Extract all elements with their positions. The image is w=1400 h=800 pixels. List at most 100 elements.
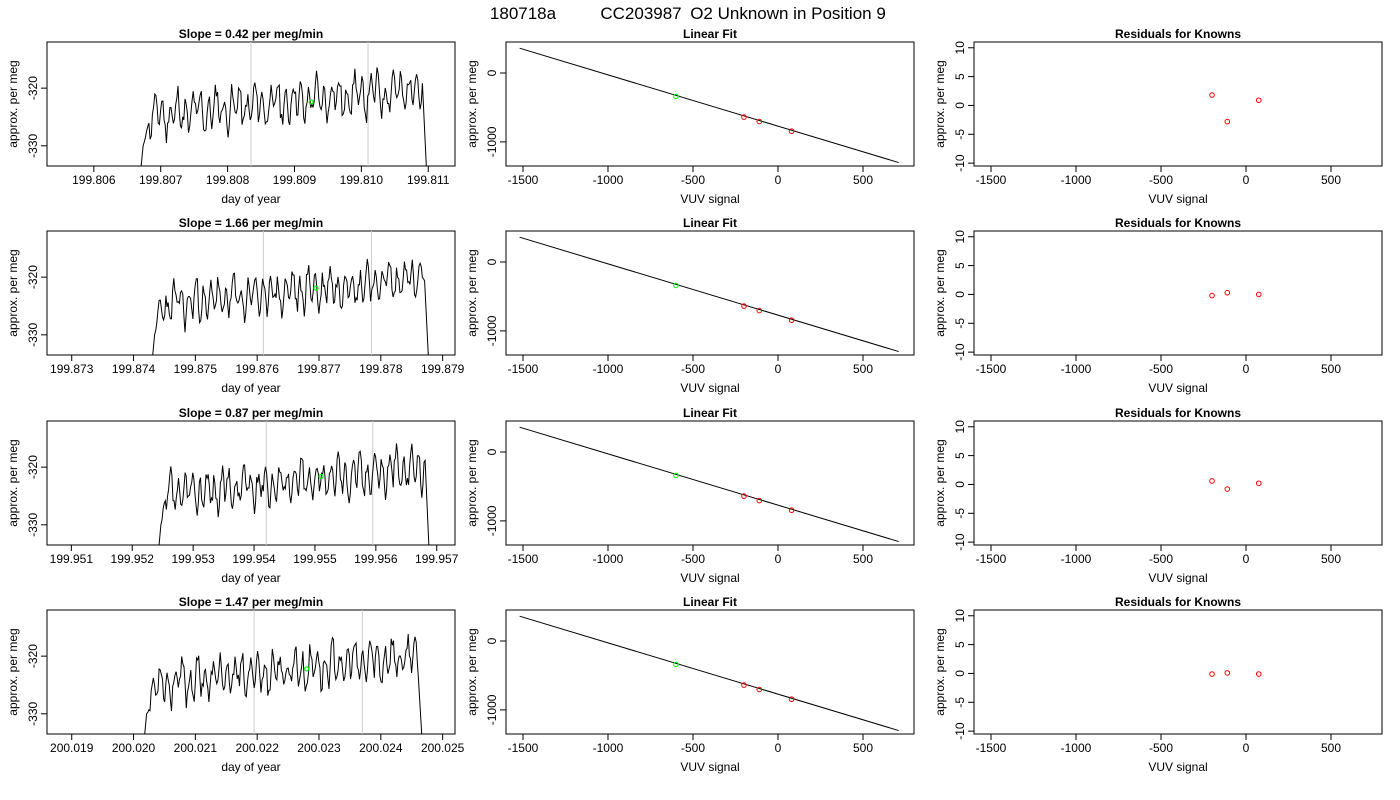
plot-frame [973,230,1383,356]
x-tick-label: 0 [1243,552,1250,566]
residual-point [1224,670,1231,676]
fit-line [519,615,899,732]
y-tick-label: -330 [26,133,40,157]
residual-point [1209,92,1215,98]
panel-title: Linear Fit [683,595,737,609]
y-tick-label: 0 [485,448,499,455]
x-tick-label: 200.024 [359,741,403,755]
x-tick-label: 200.019 [50,741,94,755]
known-standard-point [741,493,747,499]
known-standard-point [788,696,795,703]
residuals-panel: Residuals for Knowns VUV signal approx. pe… [933,27,1383,206]
plot-frame [46,420,456,546]
y-tick-label: -5 [953,508,967,519]
y-tick-label: 5 [953,452,967,459]
x-tick-label: 199.806 [72,173,116,187]
panel-title: Linear Fit [683,406,737,420]
known-standard-point [788,317,795,324]
known-standard-point [756,307,763,314]
x-axis-label: VUV signal [680,192,739,206]
linear-fit-panel: Linear Fit VUV signal approx. per meg -1500… [465,216,915,395]
x-tick-label: 199.953 [171,552,215,566]
time-series-panel: Slope = 1.47 per meg/min day of year appro… [6,595,465,774]
y-axis-label: approx. per meg [933,60,947,147]
x-tick-label: 199.877 [297,362,341,376]
x-tick-label: 0 [775,552,782,566]
y-axis-label: approx. per meg [6,60,20,147]
x-axis-label: VUV signal [1148,192,1207,206]
y-tick-label: -5 [953,129,967,140]
x-tick-label: -500 [1149,362,1173,376]
y-axis-label: approx. per meg [465,249,479,336]
time-series-panel: Slope = 0.87 per meg/min day of year appro… [6,406,459,585]
unknown-mean-point [313,285,319,291]
signal-trace [152,258,429,355]
figure-title: 180718a CC203987 O2 Unknown in Position … [490,4,886,23]
x-tick-label: -1500 [508,362,539,376]
x-axis-label: day of year [221,192,280,206]
y-tick-label: -320 [26,76,40,100]
y-axis-label: approx. per meg [6,249,20,336]
x-tick-label: -1000 [593,173,624,187]
unknown-sample-point [673,93,679,100]
x-axis-label: VUV signal [680,571,739,585]
known-standard-point [756,686,763,693]
residuals-panel: Residuals for Knowns VUV signal approx. pe… [933,216,1383,395]
x-tick-label: 199.876 [235,362,279,376]
plot-frame [505,230,915,356]
x-axis-label: VUV signal [1148,760,1207,774]
x-tick-label: -1500 [508,552,539,566]
panel-title: Residuals for Knowns [1115,27,1241,41]
y-tick-label: 10 [953,609,967,623]
known-standard-point [788,507,795,514]
y-axis-label: approx. per meg [465,439,479,526]
y-axis-label: approx. per meg [465,60,479,147]
x-tick-label: -500 [1149,552,1173,566]
x-tick-label: 199.952 [111,552,155,566]
x-tick-label: 199.808 [206,173,250,187]
plot-frame [505,420,915,546]
residual-point [1255,97,1262,104]
x-tick-label: 200.021 [174,741,218,755]
unknown-sample-point [673,661,679,668]
x-tick-label: 199.879 [421,362,465,376]
x-axis-label: day of year [221,760,280,774]
signal-trace [144,633,423,734]
y-tick-label: 10 [953,230,967,244]
x-tick-label: -1000 [593,741,624,755]
x-tick-label: -1500 [976,173,1007,187]
x-tick-label: 199.878 [359,362,403,376]
y-tick-label: -320 [26,644,40,668]
panel-title: Linear Fit [683,27,737,41]
residual-point [1224,486,1231,492]
figure-title-date: 180718a [490,4,557,23]
residual-point [1224,118,1231,125]
linear-fit-panel: Linear Fit VUV signal approx. per meg -1500… [465,595,915,774]
y-tick-label: -10 [953,533,967,551]
x-tick-label: -1500 [976,741,1007,755]
y-tick-label: -10 [953,722,967,740]
y-tick-label: 0 [485,637,499,644]
figure-title-description: O2 Unknown in Position 9 [690,4,886,23]
linear-fit-panel: Linear Fit VUV signal approx. per meg -1500… [465,406,915,585]
x-tick-label: 0 [1243,741,1250,755]
x-tick-label: 199.951 [50,552,94,566]
x-tick-label: 500 [853,362,873,376]
x-tick-label: 200.025 [421,741,465,755]
x-tick-label: -1000 [1061,552,1092,566]
panel-title: Slope = 1.66 per meg/min [179,216,323,230]
panel-title: Slope = 1.47 per meg/min [179,595,323,609]
x-axis-label: VUV signal [1148,571,1207,585]
panel-grid: Slope = 0.42 per meg/min day of year appro… [6,27,1383,774]
x-tick-label: 0 [1243,173,1250,187]
x-tick-label: -500 [681,362,705,376]
x-tick-label: 500 [853,552,873,566]
x-tick-label: -1000 [1061,173,1092,187]
x-tick-label: 199.957 [415,552,459,566]
residual-point [1209,671,1215,677]
unknown-mean-point [308,99,314,105]
x-tick-label: 0 [775,173,782,187]
figure-title-tank: CC203987 [600,4,681,23]
signal-trace [140,67,427,166]
y-tick-label: 10 [953,420,967,434]
